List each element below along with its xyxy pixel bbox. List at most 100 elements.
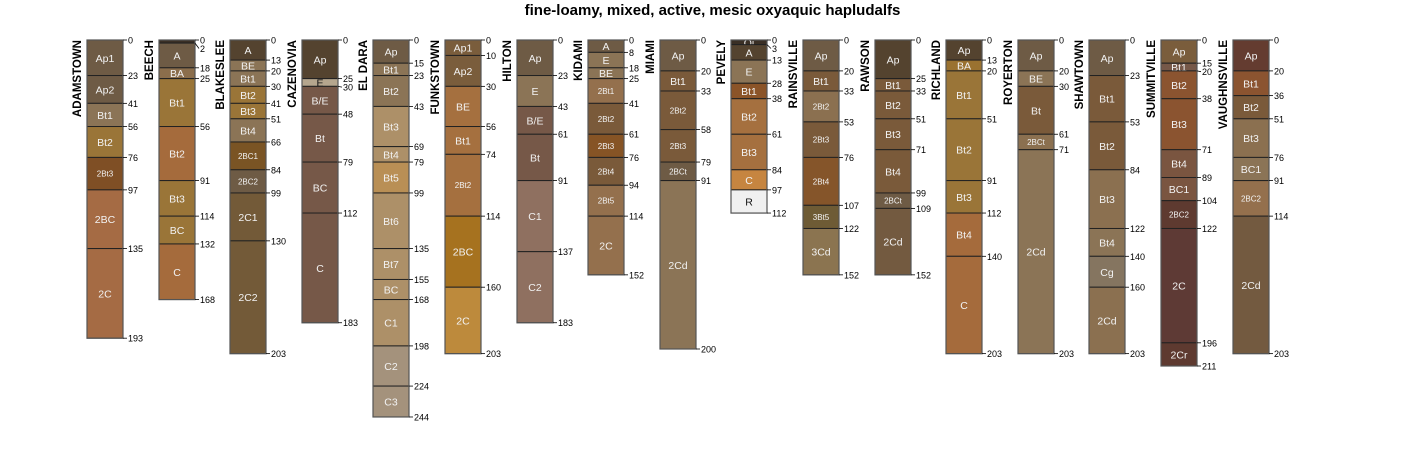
horizon-label: Ap2 [454, 66, 473, 78]
horizon-label: 2Bt2 [670, 106, 687, 115]
horizon-label: BE [241, 60, 255, 72]
profile-name: FUNKSTOWN [430, 40, 442, 115]
horizon-label: 2C1 [238, 212, 257, 224]
depth-label: 38 [1202, 94, 1212, 104]
horizon-label: Bt4 [885, 166, 901, 178]
horizon-label: Ap1 [96, 53, 115, 65]
depth-label: 66 [271, 137, 281, 147]
depth-label: 15 [1202, 59, 1212, 69]
depth-label: 36 [1274, 91, 1284, 101]
depth-label: 0 [772, 36, 777, 46]
horizon-block [659, 180, 697, 350]
depth-label: 25 [200, 74, 210, 84]
horizon-label: C1 [528, 211, 542, 223]
horizon-block [802, 39, 840, 72]
depth-label: 203 [1059, 349, 1074, 359]
depth-label: 51 [987, 114, 997, 124]
horizon-label: C [316, 263, 324, 275]
horizon-label: 2Bt2 [813, 102, 830, 111]
depth-label: 91 [987, 176, 997, 186]
profile-outline [444, 39, 482, 355]
horizon-block [1232, 70, 1270, 97]
horizon-label: Bt [315, 133, 325, 145]
depth-label: 91 [558, 176, 568, 186]
horizon-label: E [531, 86, 538, 98]
horizon-block [1088, 75, 1126, 123]
horizon-label: BE [456, 101, 470, 113]
depth-label: 41 [271, 99, 281, 109]
profile-name: KIDAMI [573, 40, 585, 81]
horizon-block [372, 345, 410, 387]
depth-label: 41 [128, 99, 138, 109]
horizon-label: 2Cr [1171, 349, 1188, 361]
horizon-label: 2BCt [669, 167, 688, 176]
depth-label: 15 [414, 59, 424, 69]
depth-label: 30 [1059, 82, 1069, 92]
horizon-block [1232, 118, 1270, 158]
soil-profile: ROYERTON Ap BE Bt 2BCt 2Cd 0 20 30 61 71 203 [1003, 36, 1074, 360]
depth-label: 56 [128, 122, 138, 132]
depth-label: 97 [772, 185, 782, 195]
depth-label: 18 [200, 63, 210, 73]
horizon-label: C2 [384, 361, 398, 373]
depth-label: 0 [414, 36, 419, 46]
horizon-label: Bt3 [1099, 194, 1115, 206]
horizon-label: Bt2 [956, 145, 972, 157]
soil-profile: SHAWTOWN Ap Bt1 Bt2 Bt3 Bt4 Cg 2Cd 0 23 53 84 122 140… [1074, 36, 1145, 360]
horizon-label: 3Cd [811, 247, 830, 259]
depth-label: 152 [629, 270, 644, 280]
depth-label: 20 [701, 66, 711, 76]
depth-label: 224 [414, 382, 429, 392]
depth-label: 25 [916, 74, 926, 84]
horizon-label: 2Cd [1026, 247, 1045, 259]
horizon-block [874, 39, 912, 80]
horizon-label: 2Cd [668, 260, 687, 272]
soil-profile: ADAMSTOWN Ap1 Ap2 Bt1 Bt2 2Bt3 2BC 2C 0 23 41 56 76 9… [72, 36, 143, 344]
depth-label: 122 [1202, 224, 1217, 234]
horizon-block [874, 207, 912, 276]
horizon-label: Bt2 [741, 111, 757, 123]
horizon-label: C1 [384, 318, 398, 330]
depth-label: 84 [1130, 165, 1140, 175]
depth-label: 112 [343, 209, 357, 219]
soil-profile: BLAKESLEE A BE Bt1 Bt2 Bt3 Bt4 2BC1 2BC2 2C1 2C2 0 1… [215, 36, 286, 360]
depth-label: 48 [343, 110, 353, 120]
horizon-label: Bt3 [741, 147, 757, 159]
depth-label: 13 [987, 56, 997, 66]
horizon-label: C [960, 300, 968, 312]
profile-name: SUMMITVILLE [1146, 40, 1158, 118]
horizon-label: Ap2 [96, 84, 115, 96]
horizon-label: 2Bt2 [455, 181, 472, 190]
depth-label: 20 [987, 66, 997, 76]
depth-label: 56 [486, 122, 496, 132]
depth-label: 51 [916, 114, 926, 124]
depth-label: 23 [414, 71, 424, 81]
horizon-label: 2C [599, 240, 613, 252]
horizon-block [372, 161, 410, 194]
depth-label: 30 [271, 82, 281, 92]
horizon-block [1088, 169, 1126, 229]
profile-outline [372, 39, 410, 418]
horizon-block [444, 215, 482, 288]
horizon-label: Bt4 [383, 149, 399, 161]
horizon-label: 2C2 [238, 292, 257, 304]
horizon-label: Ap [1245, 50, 1258, 62]
horizon-label: Bt1 [670, 76, 686, 88]
horizon-label: Bt1 [169, 98, 185, 110]
depth-label: 13 [271, 56, 281, 66]
horizon-label: Bt1 [813, 76, 829, 88]
depth-label: 33 [701, 86, 711, 96]
depth-label: 198 [414, 341, 429, 351]
depth-label: 0 [343, 36, 348, 46]
depth-label: 25 [629, 74, 639, 84]
depth-label: 43 [558, 102, 568, 112]
depth-label: 0 [1130, 36, 1135, 46]
depth-label: 168 [414, 295, 429, 305]
depth-label: 13 [772, 56, 782, 66]
horizon-label: Oi [744, 37, 755, 49]
